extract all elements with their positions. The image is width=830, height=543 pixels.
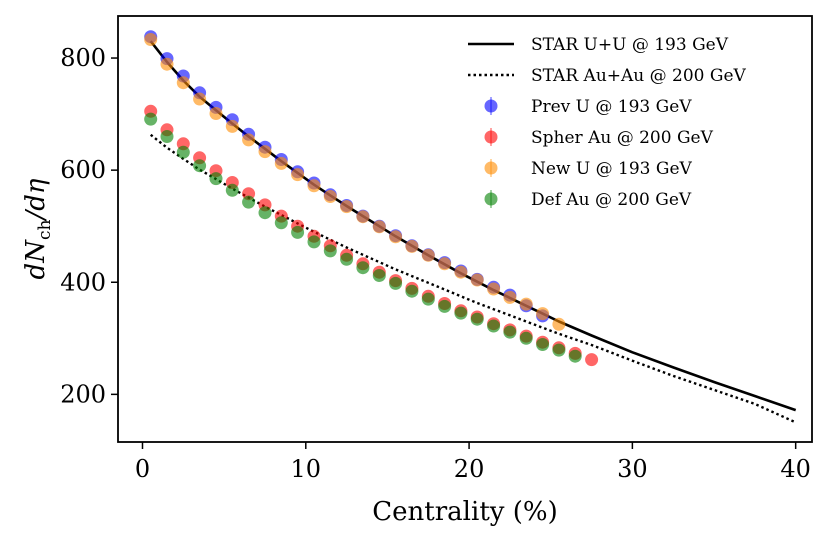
data-point [209, 172, 223, 186]
legend-label: Prev U @ 193 GeV [531, 97, 692, 117]
data-point [552, 343, 566, 357]
data-point [340, 200, 354, 214]
data-point [454, 306, 468, 320]
data-point [372, 269, 386, 282]
data-point [176, 145, 190, 159]
x-tick-label: 40 [780, 455, 811, 483]
data-point [405, 239, 419, 253]
data-point [503, 290, 517, 304]
x-tick-label: 30 [617, 455, 648, 483]
data-point [160, 57, 174, 71]
data-point [487, 319, 501, 333]
data-point [144, 33, 158, 46]
data-point [258, 206, 272, 220]
y-axis-label-tail: /dη [21, 178, 51, 222]
series-markers-3 [144, 33, 566, 331]
data-point [307, 235, 321, 249]
legend-marker-sample [484, 192, 498, 206]
legend-marker-sample [484, 130, 498, 144]
data-point [470, 273, 484, 287]
y-axis-label: dNch/dη [21, 178, 55, 279]
data-point [470, 312, 484, 326]
legend-label: STAR U+U @ 193 GeV [531, 35, 729, 55]
data-point [356, 210, 370, 224]
data-point [568, 349, 582, 363]
data-point [389, 276, 403, 290]
x-tick-label: 0 [135, 455, 150, 483]
data-point [536, 338, 550, 351]
y-tick-label: 600 [60, 156, 106, 184]
data-point [552, 317, 566, 331]
data-layer [144, 30, 797, 424]
data-point [225, 119, 239, 133]
legend-label: Def Au @ 200 GeV [531, 190, 692, 210]
data-point [242, 195, 256, 209]
x-axis-label: Centrality (%) [372, 497, 557, 527]
data-point [193, 159, 207, 173]
data-point [454, 265, 468, 279]
data-point [307, 179, 321, 193]
y-axis-label-main: dN [21, 239, 51, 280]
plot-frame [117, 15, 813, 443]
data-point [274, 156, 288, 170]
data-point [225, 183, 239, 197]
data-point [323, 244, 337, 258]
x-tick-label: 20 [454, 455, 485, 483]
y-tick-label: 800 [60, 44, 106, 72]
data-point [536, 307, 550, 321]
data-point [503, 325, 517, 339]
y-tick-label: 200 [60, 380, 106, 408]
ticks-layer: 0 10 20 30 40 200 400 600 800 [60, 44, 811, 483]
series-markers-4 [144, 112, 582, 363]
x-tick-label: 10 [291, 455, 322, 483]
legend-marker-sample [484, 99, 498, 113]
data-point [421, 292, 435, 306]
legend: STAR U+U @ 193 GeV STAR Au+Au @ 200 GeV Pr… [468, 35, 747, 210]
data-point [209, 107, 223, 120]
data-point [405, 284, 419, 298]
legend-label: New U @ 193 GeV [531, 159, 693, 179]
y-tick-label: 400 [60, 268, 106, 296]
series-line-2 [149, 133, 797, 424]
legend-label: STAR Au+Au @ 200 GeV [531, 66, 747, 86]
data-point [176, 76, 190, 90]
data-point [585, 353, 599, 367]
data-point [356, 261, 370, 275]
legend-label: Spher Au @ 200 GeV [531, 128, 714, 148]
data-point [258, 145, 272, 159]
data-point [519, 331, 533, 345]
data-point [291, 225, 305, 239]
data-point [242, 133, 256, 147]
data-point [323, 190, 337, 203]
data-point [438, 257, 452, 271]
data-point [372, 220, 386, 234]
data-point [487, 282, 501, 296]
data-point [160, 130, 174, 143]
data-point [389, 230, 403, 244]
legend-marker-sample [484, 161, 498, 175]
data-point [421, 248, 435, 262]
data-point [519, 297, 533, 311]
data-point [144, 112, 158, 126]
data-point [193, 92, 207, 106]
y-axis-label-sub: ch [35, 220, 55, 241]
data-point [438, 299, 452, 313]
data-point [274, 216, 288, 230]
data-point [291, 168, 305, 182]
data-point [340, 252, 354, 266]
